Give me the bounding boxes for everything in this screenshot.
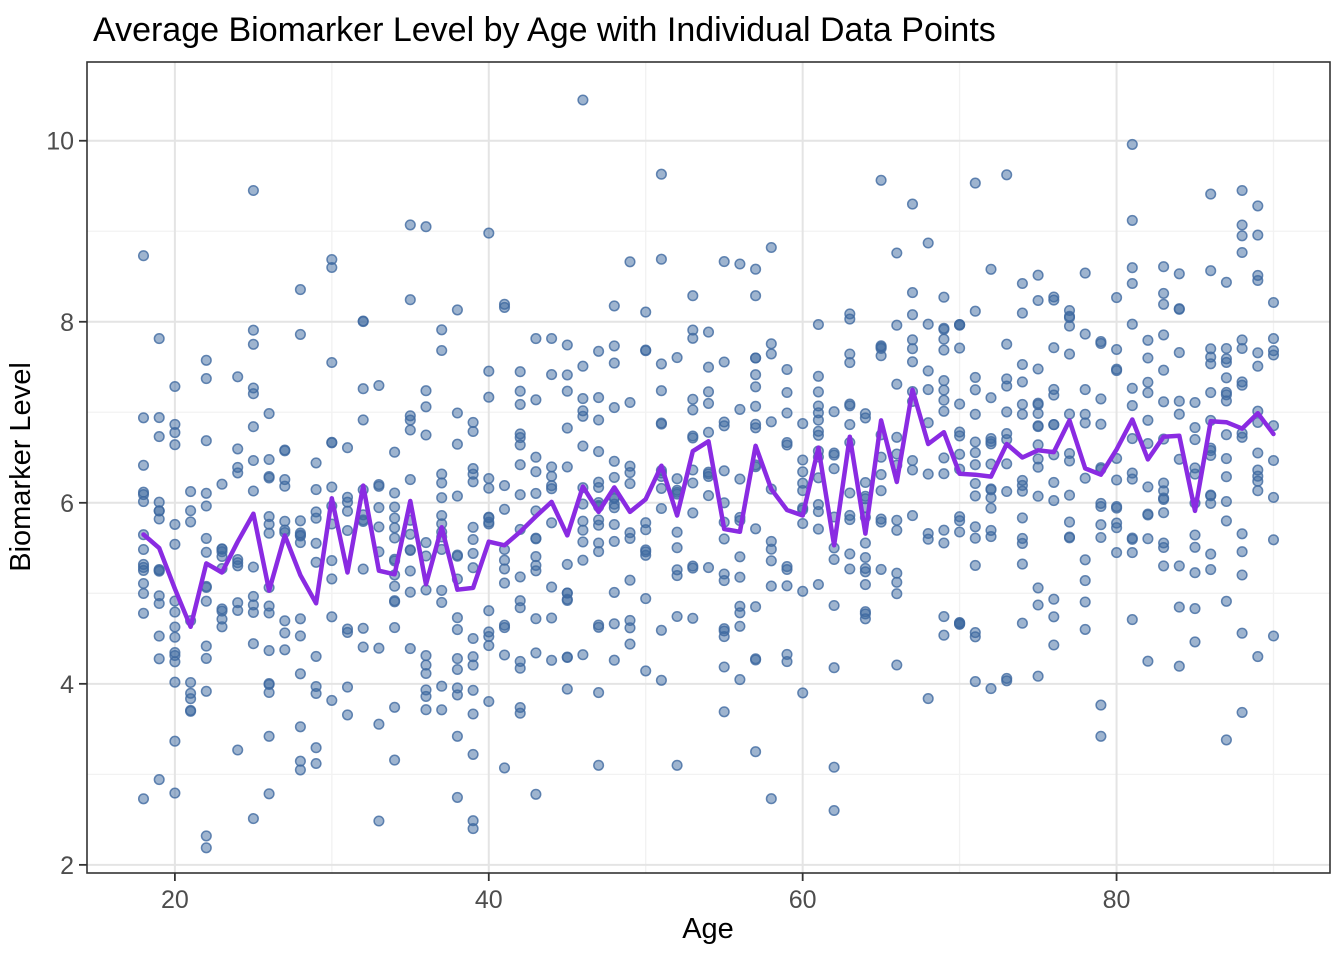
y-axis-title: Biomarker Level bbox=[5, 362, 37, 572]
y-tick-label: 4 bbox=[60, 671, 74, 699]
scatter-points bbox=[137, 94, 1280, 854]
major-gridlines bbox=[87, 62, 1330, 873]
axis-tick-labels: 20 40 60 80 2 4 6 8 10 bbox=[46, 128, 1130, 914]
y-tick-label: 6 bbox=[60, 490, 74, 518]
minor-gridlines bbox=[87, 62, 1330, 873]
y-tick-label: 10 bbox=[46, 128, 74, 156]
x-axis-title: Age bbox=[682, 913, 734, 945]
y-tick-label: 8 bbox=[60, 309, 74, 337]
x-tick-label: 20 bbox=[161, 886, 189, 914]
chart-title: Average Biomarker Level by Age with Indi… bbox=[93, 11, 996, 49]
panel-border bbox=[86, 61, 1331, 874]
x-tick-label: 40 bbox=[475, 886, 503, 914]
mean-line bbox=[141, 387, 1276, 630]
axis-ticks bbox=[79, 139, 1118, 881]
x-tick-label: 60 bbox=[789, 886, 817, 914]
y-tick-label: 2 bbox=[60, 852, 74, 880]
x-tick-label: 80 bbox=[1103, 886, 1131, 914]
